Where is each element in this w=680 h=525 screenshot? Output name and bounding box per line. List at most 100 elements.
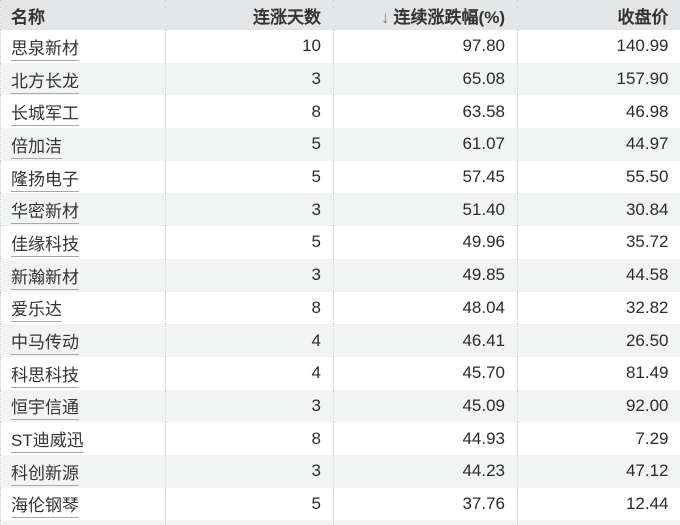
days-cell: 5 [165, 487, 334, 521]
change-cell: 49.85 [333, 258, 518, 292]
change-cell: 45.70 [333, 356, 518, 390]
stock-name-link[interactable]: 爱乐达 [11, 300, 62, 323]
stock-name-link[interactable]: 恒宇信通 [11, 398, 79, 421]
stock-name-link[interactable]: 北方长龙 [11, 71, 79, 94]
days-cell: 3 [165, 258, 334, 292]
stock-name-link[interactable]: 倍加洁 [11, 136, 62, 159]
change-cell: 61.07 [333, 128, 518, 161]
stock-name-link[interactable]: 长城军工 [11, 104, 79, 127]
stock-name-link[interactable]: 思泉新材 [11, 38, 79, 61]
close-cell: 140.99 [517, 30, 680, 63]
days-cell: 10 [165, 30, 334, 63]
table-row: 海伦钢琴 5 37.76 12.44 [0, 487, 680, 521]
table-row: 科创新源 3 44.23 47.12 [0, 454, 680, 488]
close-cell: 81.49 [517, 356, 680, 390]
days-cell: 8 [165, 291, 334, 325]
change-cell: 48.04 [333, 291, 518, 325]
change-cell: 65.08 [333, 62, 518, 96]
days-cell: 4 [165, 324, 334, 357]
name-cell: 思泉新材 [0, 30, 166, 63]
name-cell: 科创新源 [0, 454, 166, 488]
table-row: 长城军工 8 63.58 46.98 [0, 95, 680, 129]
close-cell: 92.00 [517, 389, 680, 423]
days-cell: 8 [165, 422, 334, 455]
table-row: 华密新材 3 51.40 30.84 [0, 193, 680, 227]
close-cell: 44.58 [517, 258, 680, 292]
close-cell: 157.90 [517, 62, 680, 96]
name-cell: 海伦钢琴 [0, 487, 166, 521]
column-header-name[interactable]: 名称 [0, 0, 166, 30]
days-cell: 3 [165, 193, 334, 227]
table-row-clipped [0, 520, 680, 525]
stock-name-link[interactable]: 隆扬电子 [11, 169, 79, 192]
stock-name-link[interactable]: 海伦钢琴 [11, 496, 79, 519]
days-cell [165, 520, 334, 525]
change-cell: 44.93 [333, 422, 518, 455]
name-cell: 中马传动 [0, 324, 166, 357]
name-cell: 科思科技 [0, 356, 166, 390]
table-header-row: 名称 连涨天数 ↓ 连续涨跌幅(%) 收盘价 [0, 0, 680, 30]
column-header-close-label: 收盘价 [617, 7, 669, 27]
name-cell: 华密新材 [0, 193, 166, 227]
days-cell: 4 [165, 356, 334, 390]
change-cell: 37.76 [333, 487, 518, 521]
name-cell: 北方长龙 [0, 62, 166, 96]
close-cell [517, 520, 680, 525]
table-row: 佳缘科技 5 49.96 35.72 [0, 226, 680, 259]
table-row: 中马传动 4 46.41 26.50 [0, 324, 680, 357]
sort-desc-icon: ↓ [381, 7, 390, 27]
name-cell: 爱乐达 [0, 291, 166, 325]
stock-name-link[interactable]: 佳缘科技 [11, 234, 79, 257]
name-cell: 恒宇信通 [0, 389, 166, 423]
days-cell: 8 [165, 95, 334, 129]
close-cell: 47.12 [517, 454, 680, 488]
name-cell: 长城军工 [0, 95, 166, 129]
change-cell: 97.80 [333, 30, 518, 63]
stock-name-link[interactable]: 华密新材 [11, 202, 79, 225]
change-cell [333, 520, 518, 525]
change-cell: 51.40 [333, 193, 518, 227]
close-cell: 26.50 [517, 324, 680, 357]
stock-name-link[interactable]: 科创新源 [11, 463, 79, 486]
days-cell: 5 [165, 128, 334, 161]
close-cell: 32.82 [517, 291, 680, 325]
stock-name-link[interactable]: 中马传动 [11, 333, 79, 356]
name-cell: 新瀚新材 [0, 258, 166, 292]
close-cell: 7.29 [517, 422, 680, 455]
table-row: ST迪威迅 8 44.93 7.29 [0, 422, 680, 455]
column-header-close[interactable]: 收盘价 [517, 0, 680, 30]
column-header-days[interactable]: 连涨天数 [165, 0, 334, 30]
change-cell: 63.58 [333, 95, 518, 129]
name-cell: 隆扬电子 [0, 160, 166, 194]
close-cell: 35.72 [517, 226, 680, 259]
table-row: 思泉新材 10 97.80 140.99 [0, 30, 680, 63]
close-cell: 46.98 [517, 95, 680, 129]
name-cell: 佳缘科技 [0, 226, 166, 259]
name-cell [0, 520, 166, 525]
column-header-change-label: 连续涨跌幅(%) [393, 7, 505, 27]
table-row: 恒宇信通 3 45.09 92.00 [0, 389, 680, 423]
stock-name-link[interactable]: ST迪威迅 [11, 431, 84, 454]
close-cell: 44.97 [517, 128, 680, 161]
close-cell: 30.84 [517, 193, 680, 227]
table-row: 隆扬电子 5 57.45 55.50 [0, 160, 680, 194]
table-row: 北方长龙 3 65.08 157.90 [0, 62, 680, 96]
change-cell: 57.45 [333, 160, 518, 194]
stock-name-link[interactable]: 科思科技 [11, 365, 79, 388]
days-cell: 3 [165, 389, 334, 423]
change-cell: 49.96 [333, 226, 518, 259]
table-row: 新瀚新材 3 49.85 44.58 [0, 258, 680, 292]
table-row: 科思科技 4 45.70 81.49 [0, 356, 680, 390]
column-header-days-label: 连涨天数 [253, 7, 321, 27]
change-cell: 46.41 [333, 324, 518, 357]
table-row: 爱乐达 8 48.04 32.82 [0, 291, 680, 325]
name-cell: 倍加洁 [0, 128, 166, 161]
close-cell: 55.50 [517, 160, 680, 194]
days-cell: 5 [165, 160, 334, 194]
stock-name-link[interactable]: 新瀚新材 [11, 267, 79, 290]
days-cell: 5 [165, 226, 334, 259]
days-cell: 3 [165, 454, 334, 488]
days-cell: 3 [165, 62, 334, 96]
column-header-change[interactable]: ↓ 连续涨跌幅(%) [333, 0, 518, 30]
